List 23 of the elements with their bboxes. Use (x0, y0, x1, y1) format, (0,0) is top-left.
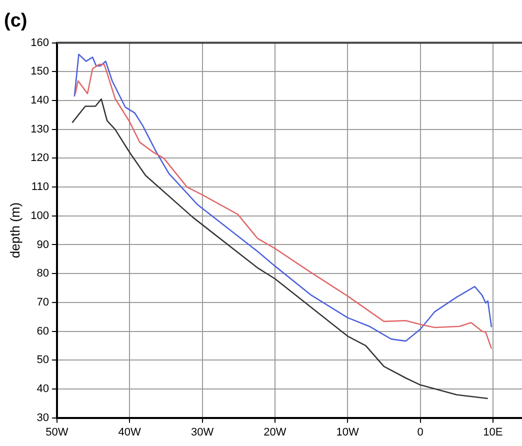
y-tick-label: 160 (30, 36, 49, 49)
y-tick-label: 120 (30, 152, 49, 164)
y-tick-label: 90 (36, 238, 49, 251)
y-tick-label: 30 (36, 412, 49, 424)
y-tick-label: 140 (30, 94, 49, 107)
x-tick-label: 0 (417, 426, 424, 438)
y-tick-label: 80 (36, 268, 49, 280)
y-axis-title: depth (m) (7, 202, 22, 258)
x-tick-label: 50W (46, 426, 69, 438)
y-tick-label: 60 (36, 325, 49, 338)
y-tick-label: 110 (31, 181, 49, 194)
chart-title: (c) (4, 10, 28, 32)
y-tick-label: 150 (30, 66, 49, 78)
y-tick-label: 70 (36, 296, 49, 308)
x-tick-label: 10W (336, 426, 360, 438)
y-tick-label: 130 (30, 123, 49, 136)
y-tick-label: 100 (30, 210, 49, 222)
x-tick-label: 40W (118, 426, 142, 438)
y-tick-label: 50 (36, 354, 49, 366)
x-tick-label: 30W (190, 426, 214, 438)
x-tick-label: 10E (483, 426, 503, 438)
y-tick-label: 40 (36, 382, 49, 395)
x-tick-label: 20W (264, 426, 287, 438)
